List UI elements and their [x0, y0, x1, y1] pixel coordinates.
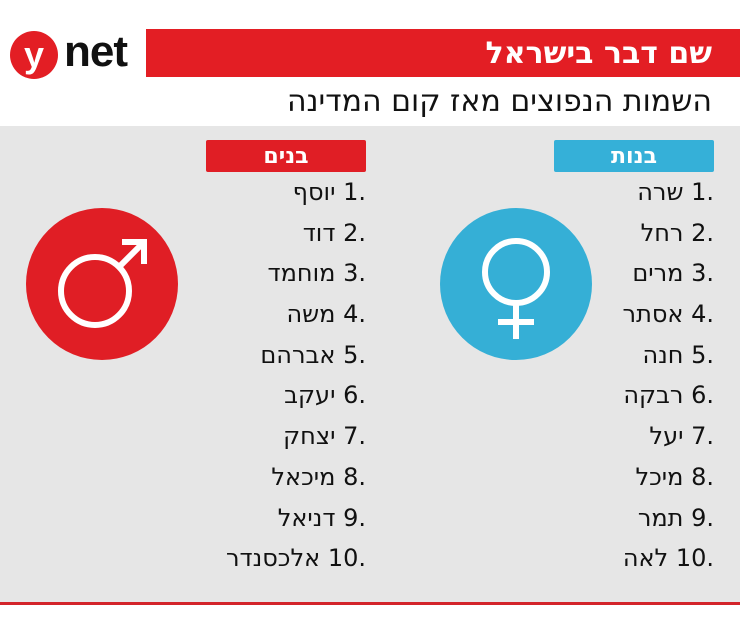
list-item: 2. רחל [640, 218, 714, 247]
list-item: 1. שרה [637, 178, 714, 206]
list-item: 5. אברהם [260, 340, 366, 369]
venus-icon [482, 238, 550, 339]
list-item: 5. חנה [642, 340, 714, 369]
mars-icon [58, 239, 147, 328]
list-item: 9. תמר [637, 503, 714, 532]
list-item: 6. רבקה [623, 381, 714, 410]
boys-list: 1. יוסף 2. דוד 3. מוחמד 4. משה 5. אברהם … [206, 172, 366, 579]
male-symbol-badge [26, 208, 178, 360]
list-item: 9. דניאל [277, 503, 366, 532]
list-item: 6. יעקב [284, 381, 366, 410]
girls-header: בנות [554, 140, 714, 172]
logo-net-text: net [64, 27, 128, 76]
names-panel: בנות 1. שרה 2. רחל 3. מרים 4. אסתר 5. חנ… [0, 126, 740, 605]
title-bar: שם דבר בישראל [146, 29, 740, 77]
list-item: 7. יצחק [283, 422, 366, 451]
list-item: 1. יוסף [292, 178, 366, 206]
ynet-logo: y net [8, 27, 138, 79]
list-item: 7. יעל [649, 422, 714, 451]
girls-column: בנות 1. שרה 2. רחל 3. מרים 4. אסתר 5. חנ… [554, 140, 714, 579]
list-item: 3. מרים [632, 259, 714, 288]
page-subtitle: השמות הנפוצים מאז קום המדינה [286, 84, 712, 119]
list-item: 4. משה [286, 300, 366, 329]
list-item: 4. אסתר [622, 300, 714, 329]
boys-column: בנים 1. יוסף 2. דוד 3. מוחמד 4. משה 5. א… [206, 140, 366, 579]
list-item: 3. מוחמד [267, 259, 366, 288]
girls-list: 1. שרה 2. רחל 3. מרים 4. אסתר 5. חנה 6. … [554, 172, 714, 579]
logo-y-circle: y [10, 31, 58, 79]
list-item: 2. דוד [302, 218, 366, 247]
page-title: שם דבר בישראל [485, 35, 712, 71]
list-item: 10. אלכסנדר [225, 544, 366, 573]
boys-header: בנים [206, 140, 366, 172]
female-symbol-badge [440, 208, 592, 360]
list-item: 8. מיכל [635, 462, 714, 491]
list-item: 8. מיכאל [271, 462, 366, 491]
list-item: 10. לאה [622, 544, 714, 573]
